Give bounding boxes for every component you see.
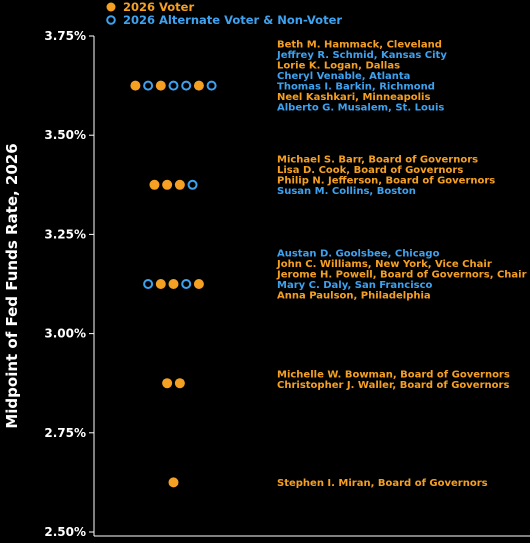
member-label: Alberto G. Musalem, St. Louis <box>277 103 444 114</box>
member-label: Lisa D. Cook, Board of Governors <box>277 165 463 176</box>
member-label: Cheryl Venable, Atlanta <box>277 71 410 82</box>
member-label: Stephen I. Miran, Board of Governors <box>277 478 488 489</box>
member-label: Christopher J. Waller, Board of Governor… <box>277 380 509 391</box>
y-axis-label: Midpoint of Fed Funds Rate, 2026 <box>3 143 21 428</box>
voter-dot <box>130 80 141 91</box>
y-tick-label: 3.50% <box>44 128 86 142</box>
voter-dot <box>149 179 160 190</box>
voter-dot <box>162 179 173 190</box>
alternate-dot <box>187 179 198 190</box>
member-label: Austan D. Goolsbee, Chicago <box>277 249 440 260</box>
y-tick-label: 3.25% <box>44 227 86 241</box>
voter-dot <box>168 279 179 289</box>
member-label: Thomas I. Barkin, Richmond <box>277 82 435 93</box>
member-label: Susan M. Collins, Boston <box>277 186 416 197</box>
member-label: Michelle W. Bowman, Board of Governors <box>277 369 510 380</box>
member-label: Michael S. Barr, Board of Governors <box>277 155 478 166</box>
legend-marker-alternate <box>106 15 116 25</box>
y-axis-ticks: 2.50% 2.75% 3.00% 3.25% 3.50% 3.75% <box>44 29 94 539</box>
member-label: Mary C. Daly, San Francisco <box>277 280 433 291</box>
legend-label-alternate: 2026 Alternate Voter & Non-Voter <box>123 13 342 27</box>
voter-dot <box>193 80 204 91</box>
member-label: Lorie K. Logan, Dallas <box>277 61 400 72</box>
alternate-dot <box>143 279 154 289</box>
legend-marker-voter <box>106 2 116 12</box>
member-label: Jerome H. Powell, Board of Governors, Ch… <box>276 270 527 281</box>
voter-dot <box>162 378 173 389</box>
voter-dot <box>168 477 179 488</box>
alternate-dot <box>206 80 217 91</box>
alternate-dot <box>181 279 192 289</box>
y-tick-label: 3.00% <box>44 327 86 341</box>
dots-layer <box>130 80 217 488</box>
legend-label-voter: 2026 Voter <box>123 0 194 14</box>
alternate-dot <box>143 80 154 91</box>
y-tick-label: 2.75% <box>44 426 86 440</box>
alternate-dot <box>181 80 192 91</box>
member-label: Philip N. Jefferson, Board of Governors <box>277 176 495 187</box>
voter-dot <box>155 80 166 91</box>
member-label: Neel Kashkari, Minneapolis <box>277 92 430 103</box>
voter-dot <box>155 279 166 289</box>
voter-dot <box>174 179 185 190</box>
voter-dot <box>174 378 185 389</box>
y-tick-label: 3.75% <box>44 29 86 43</box>
member-label: Beth M. Hammack, Cleveland <box>277 40 442 51</box>
voter-dot <box>193 279 204 289</box>
y-tick-label: 2.50% <box>44 525 86 539</box>
alternate-dot <box>168 80 179 91</box>
member-label: John C. Williams, New York, Vice Chair <box>276 259 492 270</box>
member-label: Jeffrey R. Schmid, Kansas City <box>276 50 447 61</box>
member-label: Anna Paulson, Philadelphia <box>277 291 431 302</box>
